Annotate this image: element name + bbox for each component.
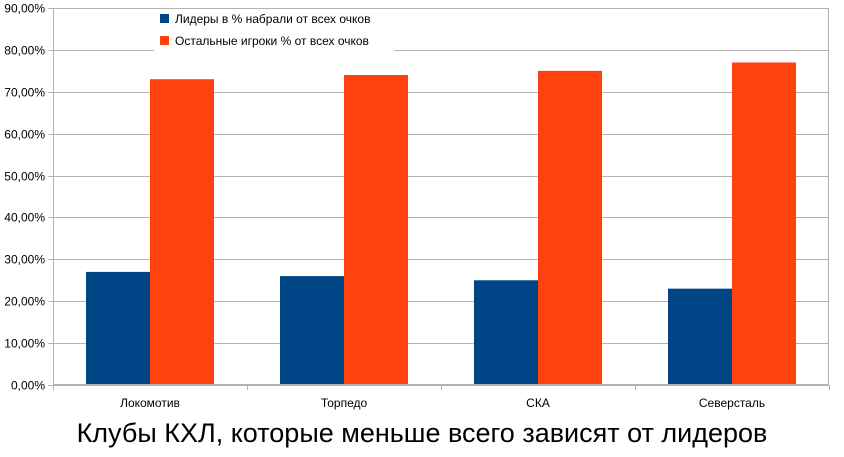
legend-label: Лидеры в % набрали от всех очков [175, 12, 370, 26]
y-tick-label: 50,00% [4, 170, 45, 184]
axes [48, 8, 830, 390]
legend-background [154, 10, 394, 54]
y-tick-label: 60,00% [4, 128, 45, 142]
y-tick-label: 10,00% [4, 337, 45, 351]
x-tick-label: СКА [526, 396, 550, 410]
legend-label: Остальные игроки % от всех очков [175, 34, 369, 48]
y-tick-label: 20,00% [4, 295, 45, 309]
x-tick-label: Торпедо [321, 396, 368, 410]
bar-leaders [474, 280, 538, 385]
legend-swatch [160, 14, 169, 23]
bar-others [732, 62, 796, 385]
bar-leaders [280, 276, 344, 385]
x-tick-label: Локомотив [120, 396, 180, 410]
x-tick-label: Северсталь [699, 396, 765, 410]
y-tick-label: 70,00% [4, 86, 45, 100]
bar-others [344, 75, 408, 386]
bar-leaders [86, 271, 150, 385]
x-tick-labels: Локомотив Торпедо СКА Северсталь [120, 396, 765, 410]
y-tick-labels: 0,00% 10,00% 20,00% 30,00% 40,00% 50,00% 60,00… [4, 2, 45, 393]
legend: Лидеры в % набрали от всех очков Остальны… [154, 10, 394, 54]
chart-title: Клубы КХЛ, которые меньше всего зависят … [76, 418, 768, 448]
y-tick-label: 80,00% [4, 44, 45, 58]
bar-others [538, 70, 602, 385]
bars [86, 62, 796, 386]
y-tick-label: 30,00% [4, 253, 45, 267]
bar-leaders [668, 288, 732, 385]
legend-swatch [160, 36, 169, 45]
y-tick-label: 0,00% [11, 379, 45, 393]
plot-frame [53, 8, 829, 385]
y-tick-label: 40,00% [4, 211, 45, 225]
y-tick-label: 90,00% [4, 2, 45, 16]
bar-others [150, 79, 214, 385]
